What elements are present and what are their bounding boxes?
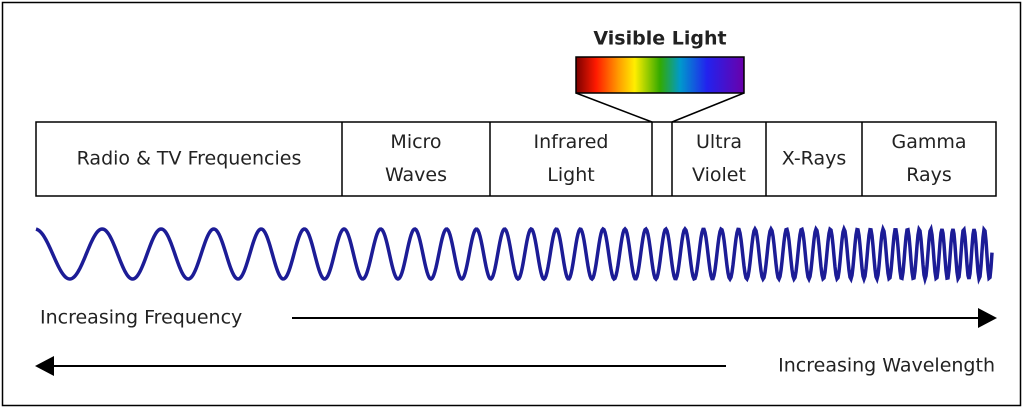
band-box [35, 121, 997, 197]
visible-spectrum [575, 56, 745, 94]
wave [35, 223, 994, 286]
wavelength-label: Increasing Wavelength [778, 355, 995, 377]
visible-label: Visible Light [593, 28, 726, 50]
arrow-head [978, 308, 997, 328]
arrow-head [35, 356, 54, 376]
zoom-line [575, 92, 653, 123]
band-label: Gamma [891, 131, 966, 153]
band-label: Infrared [534, 131, 609, 153]
band-label: Ultra [696, 131, 742, 153]
band-row: Radio & TV Frequencies Micro Waves Infrared… [35, 121, 997, 197]
band-label: Micro [390, 131, 441, 153]
band-label: X-Rays [782, 148, 847, 170]
band-label: Waves [385, 164, 447, 186]
band-label: Radio & TV Frequencies [77, 148, 302, 170]
frequency-label: Increasing Frequency [40, 307, 242, 329]
band-label: Rays [906, 164, 952, 186]
band-label: Violet [692, 164, 746, 186]
zoom-line [671, 92, 745, 123]
band-label: Light [547, 164, 594, 186]
